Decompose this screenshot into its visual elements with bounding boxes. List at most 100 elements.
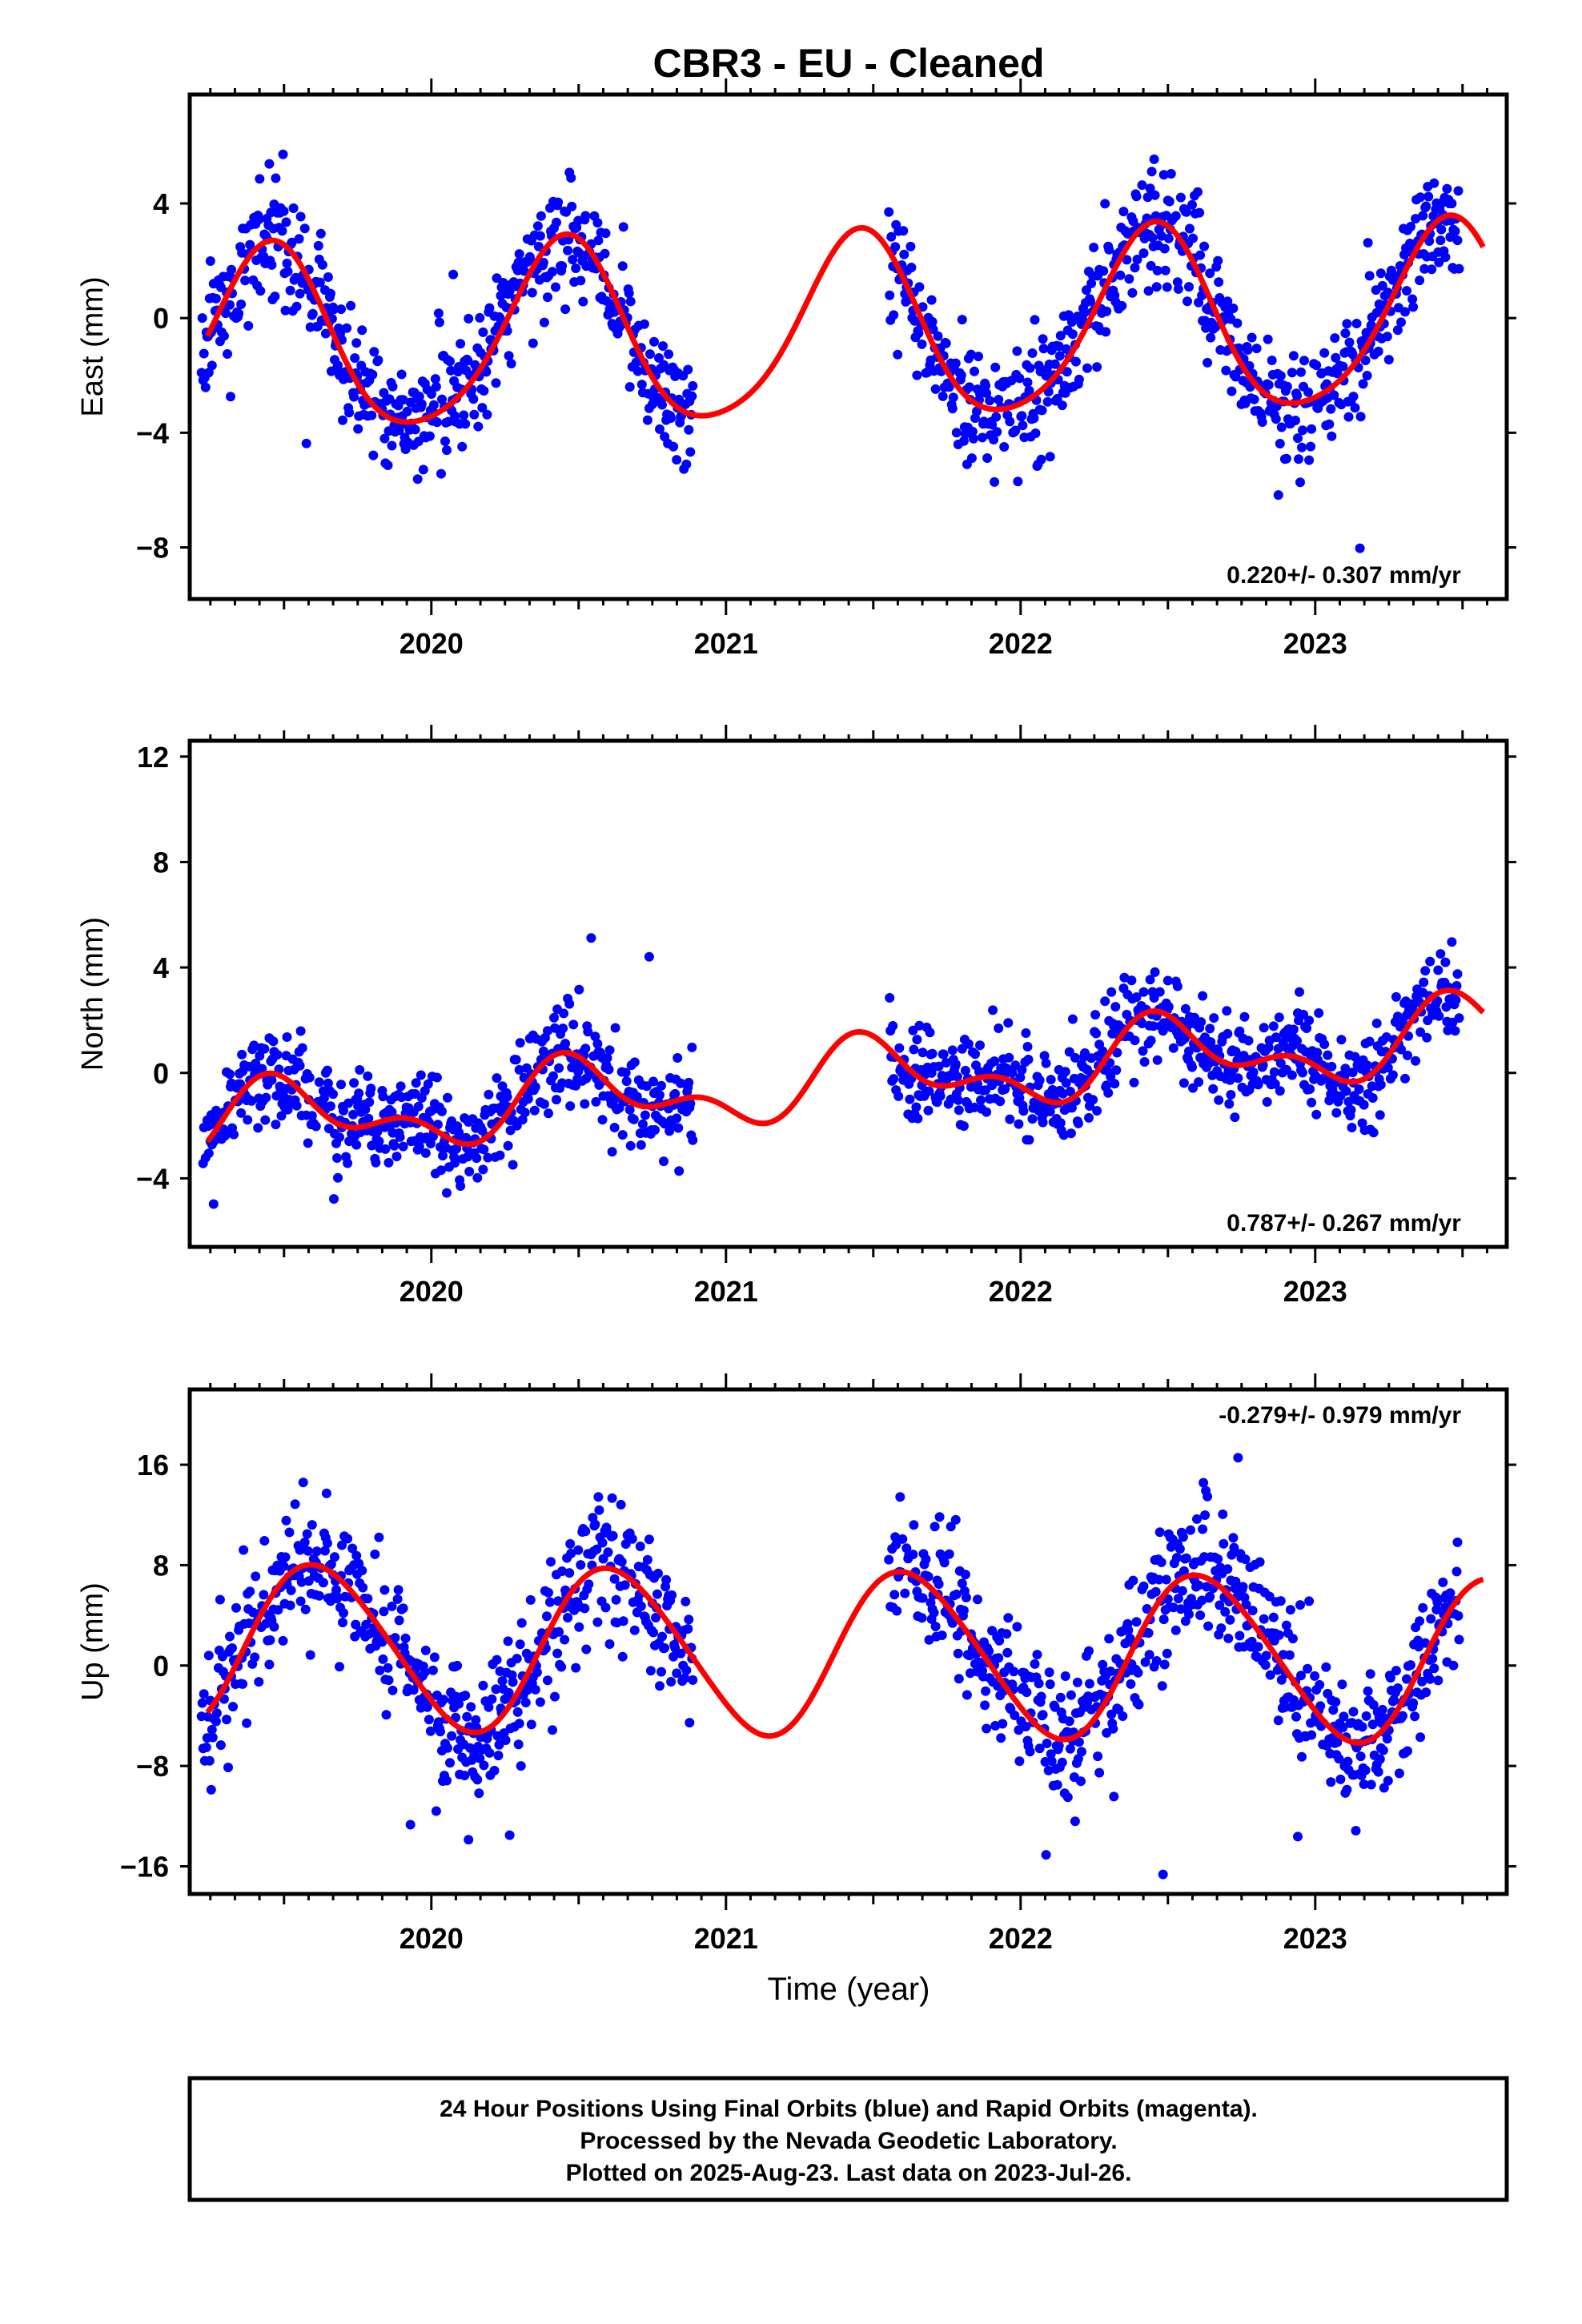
data-point xyxy=(1042,1739,1052,1748)
data-point xyxy=(1147,232,1158,243)
data-point xyxy=(1373,346,1383,356)
data-point xyxy=(354,1088,364,1099)
data-point xyxy=(271,173,281,183)
data-point xyxy=(909,1520,919,1530)
data-point xyxy=(208,1199,219,1209)
data-point xyxy=(963,1039,974,1049)
data-point xyxy=(624,288,634,299)
data-point xyxy=(996,1733,1006,1743)
data-point xyxy=(429,1652,440,1663)
data-point xyxy=(307,1520,317,1530)
data-point xyxy=(1119,972,1130,983)
data-point xyxy=(563,1613,573,1622)
data-point xyxy=(1452,1566,1462,1577)
data-point xyxy=(917,302,928,312)
data-point xyxy=(917,339,927,349)
data-point xyxy=(1178,1566,1189,1576)
data-point xyxy=(652,1589,662,1599)
data-point xyxy=(1402,1674,1411,1684)
data-point xyxy=(357,325,367,336)
data-point xyxy=(197,313,207,324)
y-tick-label: −8 xyxy=(136,532,169,565)
data-point xyxy=(1187,199,1197,210)
data-point xyxy=(1304,1596,1315,1606)
data-point xyxy=(550,1691,560,1702)
data-point xyxy=(958,1121,969,1132)
data-point xyxy=(542,1611,552,1622)
data-point xyxy=(265,1635,275,1645)
data-point xyxy=(1106,1072,1116,1082)
data-point xyxy=(318,1578,328,1588)
data-point xyxy=(1407,294,1418,304)
data-point xyxy=(1344,337,1355,348)
data-point xyxy=(672,1113,682,1124)
data-point xyxy=(1259,1614,1269,1624)
data-point xyxy=(1438,1577,1448,1587)
data-point xyxy=(1375,1754,1385,1764)
data-point xyxy=(934,1061,944,1072)
data-point xyxy=(474,1788,484,1799)
data-point xyxy=(898,226,909,236)
data-point xyxy=(1146,167,1157,177)
data-point xyxy=(402,406,412,416)
data-point xyxy=(1074,374,1084,384)
data-point xyxy=(281,217,291,227)
data-point xyxy=(502,1092,512,1102)
data-point xyxy=(368,450,379,460)
data-point xyxy=(204,1755,215,1766)
data-point xyxy=(989,435,999,444)
data-point xyxy=(576,1061,586,1072)
data-point xyxy=(484,1089,494,1100)
data-point xyxy=(571,263,581,273)
data-point xyxy=(1205,268,1215,279)
data-point xyxy=(1226,1090,1236,1100)
data-point xyxy=(1342,1784,1352,1795)
data-point xyxy=(1032,1650,1042,1660)
data-point xyxy=(667,1590,677,1600)
data-point xyxy=(383,460,393,470)
data-point xyxy=(1415,1027,1426,1037)
data-point xyxy=(574,1622,584,1632)
data-point xyxy=(1205,1591,1215,1602)
y-tick-label: 12 xyxy=(137,741,169,774)
data-point xyxy=(607,1147,617,1157)
data-point xyxy=(296,1577,307,1587)
data-point xyxy=(1074,1737,1084,1747)
data-point xyxy=(1154,1574,1164,1585)
data-point xyxy=(303,1138,313,1148)
data-point xyxy=(982,1723,992,1734)
data-point xyxy=(1138,248,1149,259)
data-point xyxy=(1012,1622,1022,1632)
data-point xyxy=(1156,1557,1166,1567)
data-point xyxy=(1077,1747,1086,1757)
data-point xyxy=(1221,365,1231,376)
data-point xyxy=(573,1545,584,1555)
data-point xyxy=(516,1761,526,1771)
data-point xyxy=(361,1619,371,1630)
data-point xyxy=(885,993,895,1003)
data-point xyxy=(669,441,679,452)
data-point xyxy=(1375,1080,1386,1090)
data-point xyxy=(1392,325,1403,336)
data-point xyxy=(980,1700,990,1711)
data-point xyxy=(1366,1779,1376,1790)
data-point xyxy=(552,1648,563,1659)
data-point xyxy=(1327,1061,1337,1072)
data-point xyxy=(333,360,343,371)
data-point xyxy=(414,392,424,402)
data-point xyxy=(554,1626,564,1637)
data-point xyxy=(347,1543,358,1554)
data-point xyxy=(387,381,398,392)
y-tick-label: 4 xyxy=(153,187,169,220)
data-point xyxy=(343,1158,353,1168)
data-point xyxy=(1324,419,1335,429)
data-point xyxy=(1073,1118,1083,1128)
data-point xyxy=(1299,1009,1308,1019)
data-point xyxy=(927,316,938,327)
data-point xyxy=(317,259,327,270)
data-point xyxy=(1198,991,1208,1001)
data-point xyxy=(416,1070,426,1080)
data-point xyxy=(960,1065,970,1076)
data-point xyxy=(444,416,453,427)
data-point xyxy=(503,1636,513,1647)
